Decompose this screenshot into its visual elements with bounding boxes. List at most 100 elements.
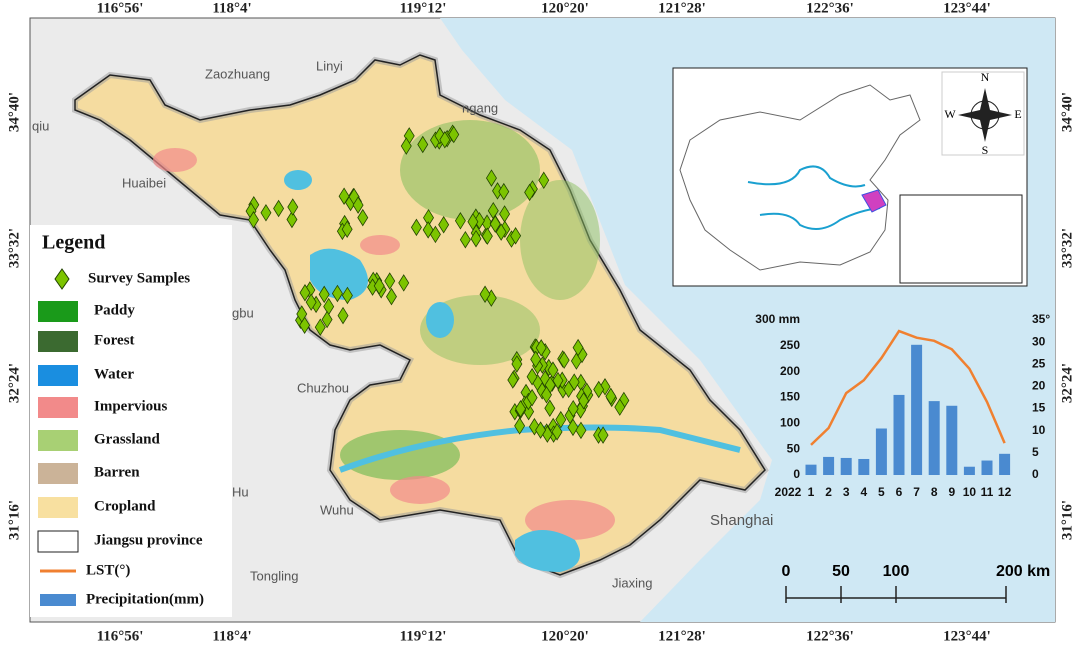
legend-label: Survey Samples	[88, 270, 190, 286]
sample-marker	[459, 230, 471, 249]
precip-bar	[893, 394, 905, 475]
legend-label: Paddy	[94, 302, 135, 318]
compass-letter: E	[1014, 107, 1021, 121]
lon-label: 116°56'	[97, 0, 144, 16]
sample-marker	[558, 351, 570, 369]
precip-bar	[928, 401, 940, 475]
sample-marker	[495, 223, 507, 241]
lon-label: 119°12'	[400, 628, 447, 644]
city-label: Tongling	[250, 568, 298, 583]
sample-marker	[448, 125, 460, 144]
sample-marker	[552, 371, 564, 390]
lst-line	[810, 329, 1006, 446]
lat-label: 34°40'	[6, 92, 22, 132]
precip-bar	[840, 457, 852, 475]
lon-label: 120°20'	[541, 628, 589, 644]
lat-label: 32°24'	[6, 363, 22, 403]
sample-marker	[526, 388, 538, 407]
lake	[426, 302, 454, 338]
city-label: Linyi	[316, 58, 343, 73]
lon-label: 123°44'	[943, 0, 991, 16]
legend-label: Water	[94, 366, 134, 382]
legend-symbol	[38, 301, 78, 322]
x-tick-label: 4	[860, 485, 867, 499]
compass-letter: W	[944, 107, 956, 121]
jiangsu-inset	[861, 189, 887, 213]
city-labels: Zaozhuang Linyi ngang qiu Huaibei gbu Chuzhou H…	[32, 58, 773, 590]
x-tick-label: 9	[948, 485, 955, 499]
legend-label: Cropland	[94, 498, 156, 514]
y2-tick-label: 10	[1032, 423, 1046, 437]
legend-label: Barren	[94, 464, 140, 480]
legend-symbol	[38, 463, 78, 484]
sample-marker	[305, 293, 317, 311]
scale-bar: 0 50 100 200 km	[782, 563, 1050, 603]
legend-symbol	[38, 430, 78, 451]
lon-label: 122°36'	[806, 628, 854, 644]
impervious-patch	[525, 500, 615, 540]
y2-tick-label: 15	[1032, 401, 1046, 415]
sample-marker	[398, 274, 410, 292]
sample-marker	[341, 286, 353, 305]
precip-bar	[981, 460, 993, 475]
lon-label: 121°28'	[658, 628, 706, 644]
sample-marker	[511, 355, 523, 373]
sample-marker	[555, 410, 567, 429]
sample-marker	[498, 182, 510, 201]
lake	[284, 170, 312, 190]
precip-bar	[805, 464, 817, 475]
city-label: Chuzhou	[297, 380, 349, 395]
sample-marker	[572, 338, 584, 357]
lon-label: 120°20'	[541, 0, 589, 16]
sample-marker	[341, 220, 353, 238]
compass-box	[941, 71, 1025, 156]
x-axis-label: 2022	[775, 485, 802, 499]
lat-label: 31°16'	[1059, 500, 1075, 540]
sample-marker	[439, 131, 451, 149]
city-label: gbu	[232, 305, 254, 320]
precip-bar	[823, 456, 835, 475]
precip-bar	[999, 453, 1011, 475]
sample-marker	[331, 284, 343, 303]
sample-marker	[547, 361, 559, 379]
y2-tick-label: 25	[1032, 356, 1046, 370]
sample-marker	[605, 387, 617, 406]
legend-title: Legend	[42, 232, 105, 254]
city-label: Hu	[232, 484, 249, 499]
sample-marker	[575, 421, 587, 440]
y-tick-label: 300 mm	[755, 312, 800, 326]
sample-marker	[260, 204, 272, 222]
scale-label: 50	[832, 563, 850, 580]
impervious-patch	[360, 235, 400, 255]
sample-marker	[479, 285, 491, 304]
x-tick-label: 12	[998, 485, 1012, 499]
legend-label: Impervious	[94, 398, 168, 414]
y2-tick-label: 20	[1032, 379, 1046, 393]
sample-marker	[410, 218, 422, 237]
x-tick-label: 6	[896, 485, 903, 499]
lon-label: 119°12'	[400, 0, 447, 16]
sample-marker	[538, 171, 550, 190]
compass-labels: N E S W	[944, 70, 1021, 157]
legend-symbol	[38, 497, 78, 518]
sample-marker	[417, 135, 429, 154]
sample-marker	[384, 272, 396, 290]
x-tick-label: 7	[913, 485, 920, 499]
precip-bar	[963, 466, 975, 475]
sample-marker	[337, 306, 349, 325]
sample-marker	[597, 426, 609, 444]
sample-marker	[544, 399, 556, 418]
sample-marker	[524, 183, 536, 202]
sample-marker	[314, 318, 326, 336]
lon-label: 123°44'	[943, 628, 991, 644]
x-tick-label: 3	[843, 485, 850, 499]
jiangsu-border	[74, 54, 766, 576]
lon-label: 118°4'	[212, 0, 251, 16]
y2-tick-label: 5	[1032, 445, 1039, 459]
x-tick-label: 11	[981, 485, 994, 499]
y-tick-label: 0	[793, 467, 800, 481]
lon-label: 116°56'	[97, 628, 144, 644]
sample-marker	[287, 198, 299, 216]
y2-tick-label: 0	[1032, 467, 1039, 481]
